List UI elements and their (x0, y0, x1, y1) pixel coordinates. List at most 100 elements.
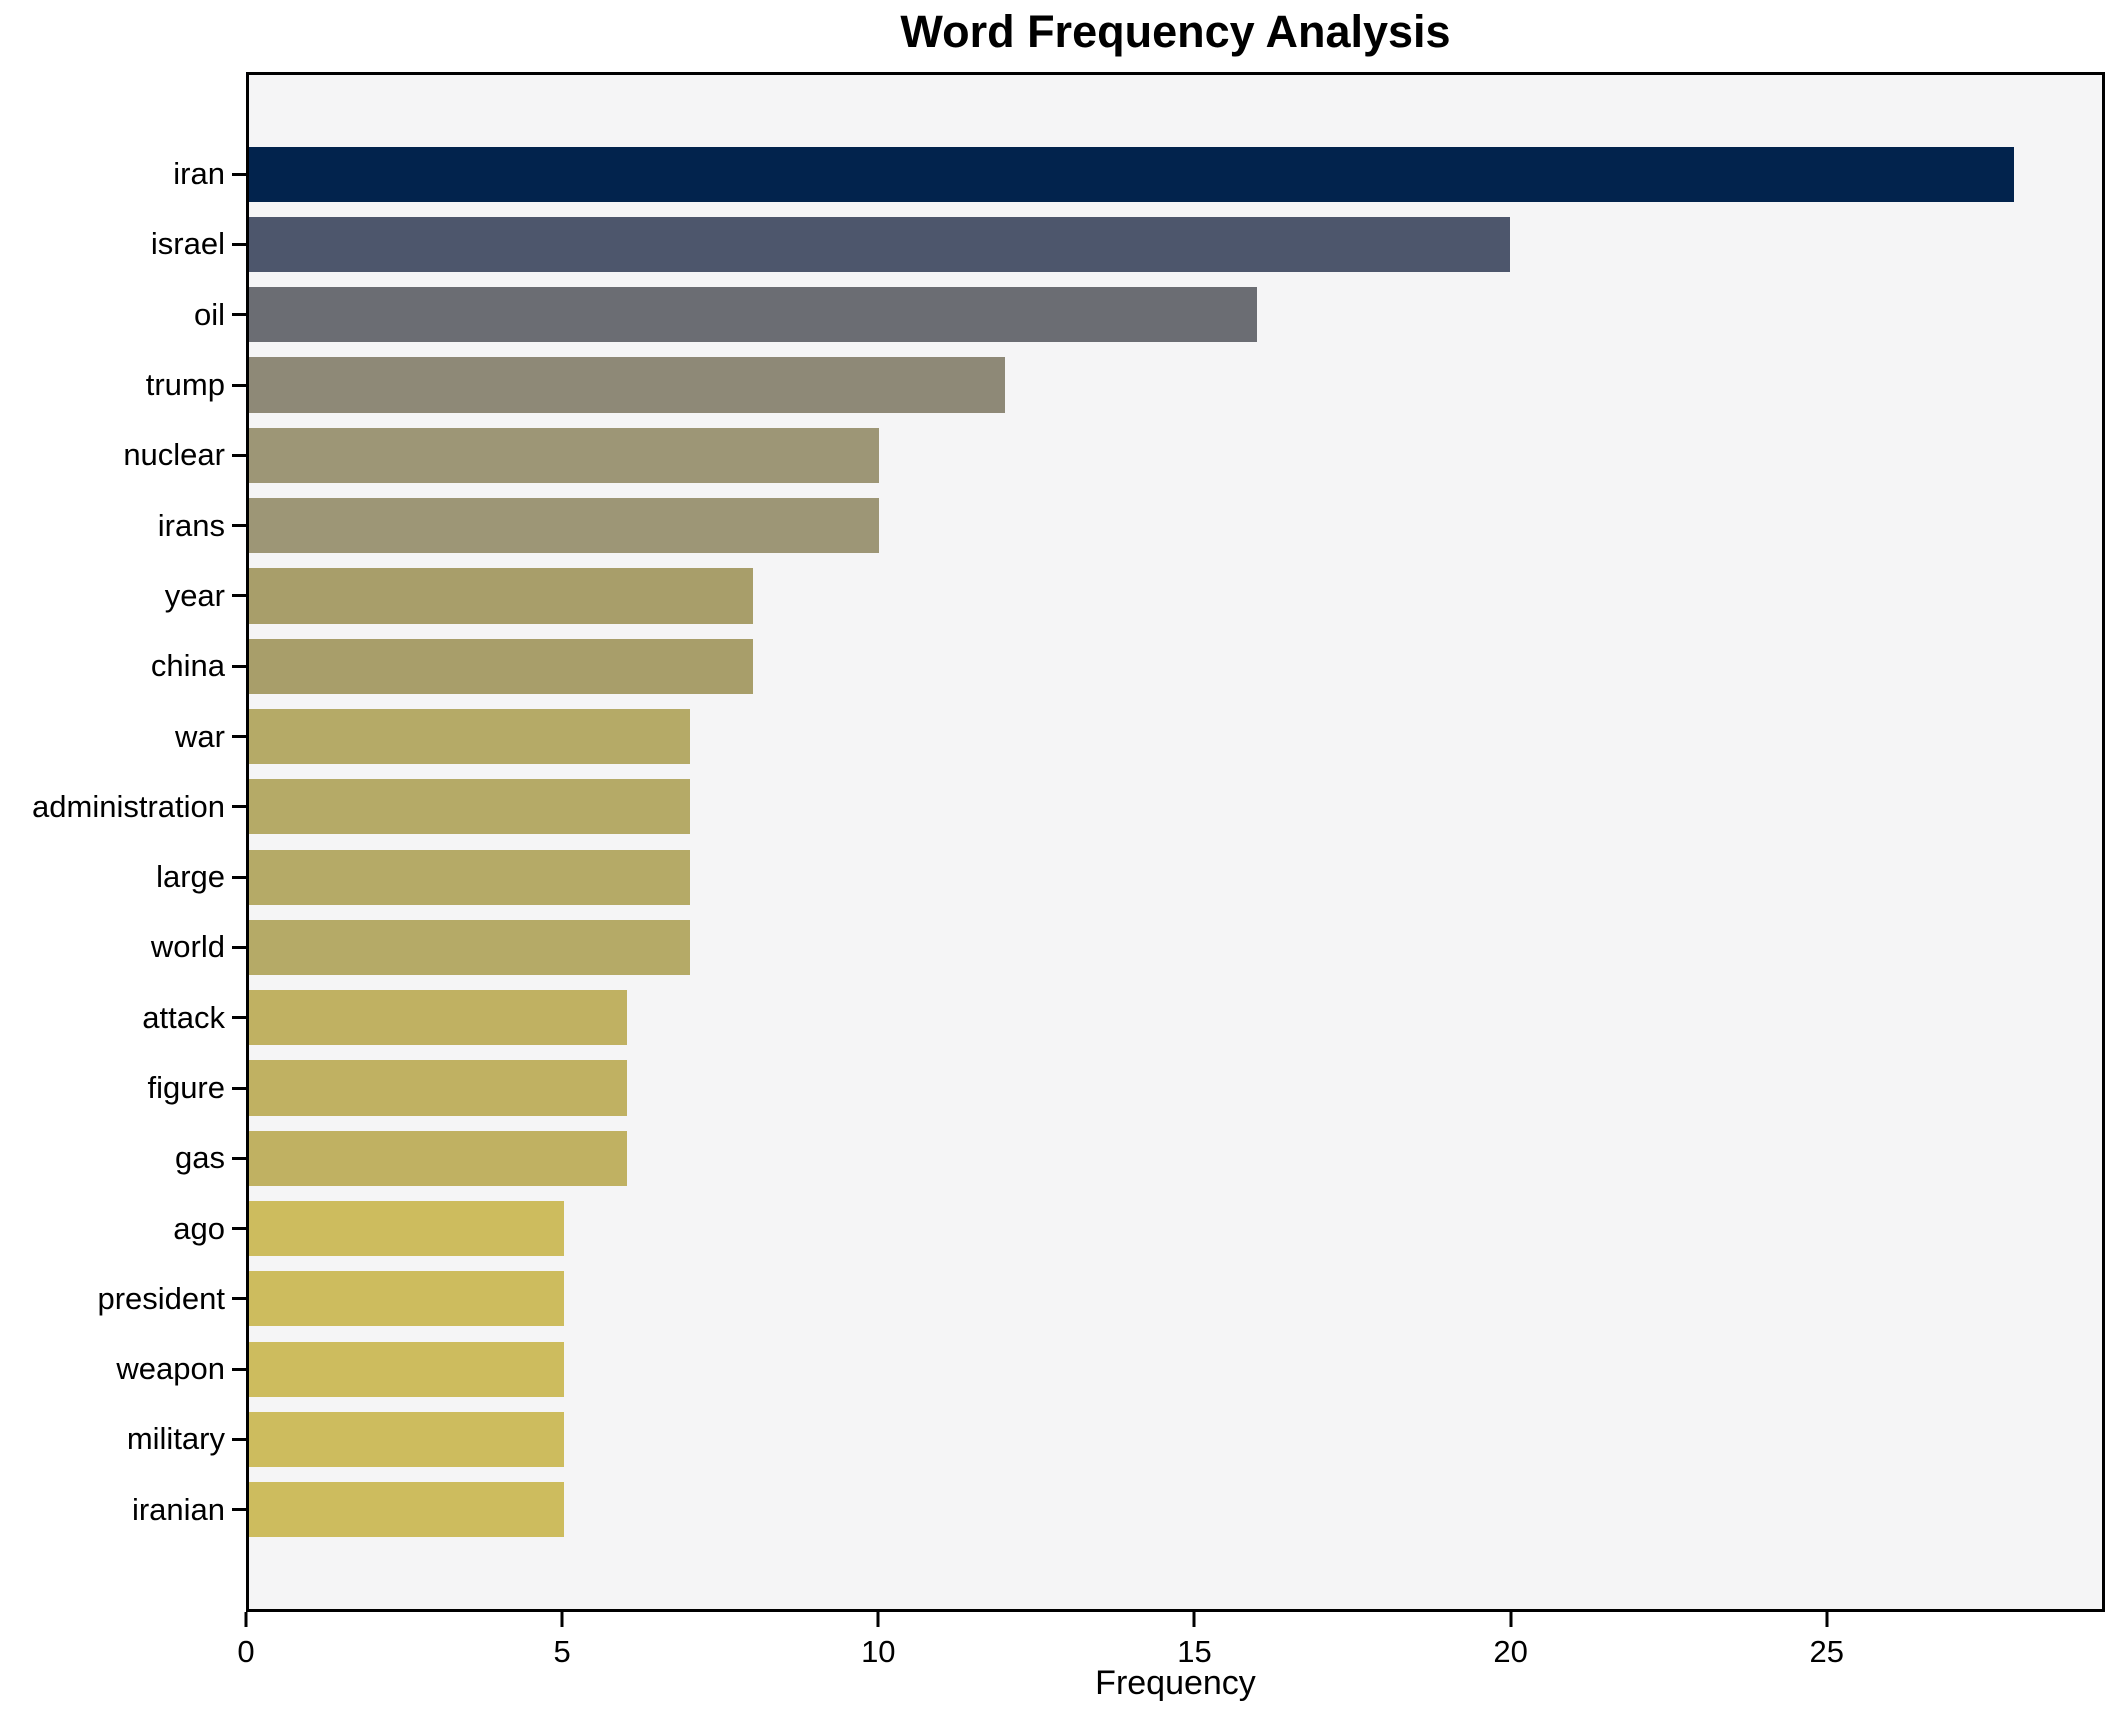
y-tick-mark (232, 524, 246, 528)
bar-row-year (249, 561, 2102, 631)
y-label-row-israel: israel (0, 209, 246, 279)
x-tick-label-15: 15 (1177, 1634, 1212, 1669)
y-tick-mark (232, 383, 246, 387)
y-label-gas: gas (175, 1140, 225, 1176)
bar-nuclear (249, 427, 880, 483)
x-tick-label-0: 0 (237, 1634, 255, 1669)
y-tick-mark (232, 945, 246, 949)
bar-row-irans (249, 490, 2102, 560)
y-label-row-iran: iran (0, 139, 246, 209)
bar-war (249, 708, 691, 765)
y-label-row-china: china (0, 631, 246, 701)
x-tick-label-25: 25 (1809, 1634, 1845, 1669)
bar-irans (249, 498, 880, 554)
bar-large (249, 849, 691, 905)
y-label-row-world: world (0, 912, 246, 982)
bar-administration (249, 779, 691, 835)
bar-figure (249, 1060, 628, 1116)
y-tick-mark (232, 805, 246, 809)
y-axis-labels: iran israel oil trump nuclear irans year china w… (0, 72, 246, 1612)
y-label-world: world (150, 929, 225, 965)
bar-china (249, 638, 754, 694)
bar-military (249, 1411, 565, 1468)
x-tick-label-5: 5 (553, 1634, 571, 1669)
y-label-military: military (126, 1421, 225, 1457)
y-label-row-attack: attack (0, 983, 246, 1053)
y-label-iran: iran (173, 156, 225, 192)
bar-row-iran (249, 139, 2102, 209)
bar-oil (249, 287, 1258, 343)
bar-attack (249, 990, 628, 1046)
y-label-row-oil: oil (0, 280, 246, 350)
bar-row-large (249, 842, 2102, 912)
bar-row-president (249, 1264, 2102, 1334)
bar-row-israel (249, 209, 2102, 279)
y-tick-mark (232, 242, 246, 246)
y-tick-mark (232, 1297, 246, 1301)
bar-gas (249, 1130, 628, 1186)
y-tick-mark (232, 453, 246, 457)
y-label-row-year: year (0, 561, 246, 631)
y-tick-mark (232, 1227, 246, 1231)
bar-ago (249, 1201, 565, 1257)
plot-area (246, 72, 2105, 1612)
y-tick-mark (232, 1156, 246, 1160)
bars (249, 139, 2102, 1545)
y-label-row-weapon: weapon (0, 1334, 246, 1404)
x-tick-label-20: 20 (1493, 1634, 1528, 1669)
bar-row-ago (249, 1193, 2102, 1263)
bar-row-trump (249, 350, 2102, 420)
bar-iranian (249, 1482, 565, 1538)
chart-title: Word Frequency Analysis (900, 6, 1451, 57)
bar-world (249, 919, 691, 975)
y-label-figure: figure (147, 1070, 225, 1105)
y-label-ago: ago (173, 1210, 225, 1246)
y-label-iranian: iranian (131, 1491, 225, 1527)
y-tick-mark (232, 1016, 246, 1020)
y-label-administration: administration (32, 788, 225, 824)
x-tick-mark-25 (1825, 1612, 1829, 1627)
y-tick-mark (232, 1367, 246, 1371)
bar-row-iranian (249, 1475, 2102, 1545)
bar-row-war (249, 701, 2102, 771)
y-tick-mark (232, 172, 246, 176)
x-axis-title: Frequency (1095, 1664, 1256, 1702)
y-label-row-iranian: iranian (0, 1475, 246, 1545)
bar-israel (249, 216, 1510, 273)
bar-row-military (249, 1404, 2102, 1474)
x-tick-mark-15 (1192, 1612, 1196, 1627)
y-label-weapon: weapon (116, 1351, 225, 1387)
y-label-row-trump: trump (0, 350, 246, 420)
x-tick-mark-10 (876, 1612, 880, 1627)
y-label-china: china (150, 648, 225, 684)
bar-row-gas (249, 1123, 2102, 1193)
y-label-row-administration: administration (0, 772, 246, 842)
y-label-row-gas: gas (0, 1123, 246, 1193)
bar-row-oil (249, 280, 2102, 350)
x-axis: 0 5 10 15 20 25 (237, 1612, 2105, 1722)
y-tick-mark (232, 1086, 246, 1090)
y-label-row-figure: figure (0, 1053, 246, 1123)
bar-trump (249, 357, 1006, 413)
bar-weapon (249, 1341, 565, 1397)
y-label-war: war (175, 718, 225, 754)
y-label-irans: irans (157, 507, 225, 543)
y-label-row-nuclear: nuclear (0, 420, 246, 490)
y-label-row-military: military (0, 1404, 246, 1474)
x-tick-mark-0 (244, 1612, 248, 1627)
y-tick-mark (232, 875, 246, 879)
y-label-trump: trump (145, 367, 225, 403)
y-label-year: year (164, 577, 225, 613)
bar-iran (249, 146, 2014, 202)
y-label-israel: israel (150, 226, 225, 262)
y-tick-mark (232, 313, 246, 317)
y-tick-mark (232, 664, 246, 668)
y-tick-mark (232, 594, 246, 598)
y-label-row-large: large (0, 842, 246, 912)
y-label-large: large (156, 859, 225, 895)
bar-year (249, 568, 754, 624)
bar-row-figure (249, 1053, 2102, 1123)
y-label-nuclear: nuclear (123, 437, 225, 473)
y-label-row-war: war (0, 701, 246, 771)
